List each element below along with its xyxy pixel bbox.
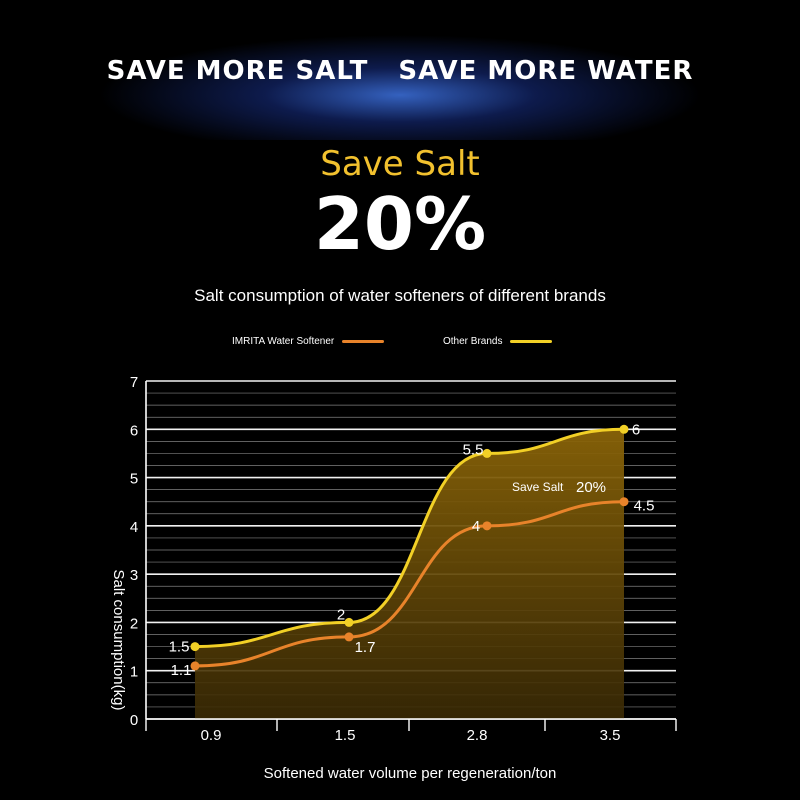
series-line-other-brands [194, 427, 625, 649]
data-point-imrita [482, 521, 492, 531]
x-tick-label: 3.5 [600, 727, 621, 744]
data-point-imrita [619, 497, 629, 507]
y-tick-label: 6 [130, 422, 138, 439]
x-axis-label: Softened water volume per regeneration/t… [264, 765, 557, 782]
data-point-imrita [190, 661, 200, 671]
save-salt-label: Save Salt [320, 144, 480, 184]
data-label-imrita: 1.7 [355, 639, 376, 656]
save-salt-percent: 20% [313, 182, 487, 266]
x-tick-label: 0.9 [201, 727, 222, 744]
y-tick-label: 2 [130, 615, 138, 632]
data-point-other-brands [344, 617, 354, 627]
area-fill [195, 429, 624, 719]
y-tick-label: 1 [130, 664, 138, 681]
headline-right: SAVE MORE WATER [398, 56, 694, 86]
series-line-imrita [194, 500, 625, 668]
y-axis-label: Salt consumption(kg) [110, 570, 127, 711]
y-tick-label: 4 [130, 519, 138, 536]
headline-left: SAVE MORE SALT [106, 56, 369, 86]
x-tick-label: 1.5 [335, 727, 356, 744]
data-point-other-brands [482, 448, 492, 458]
data-label-imrita: 4.5 [634, 498, 655, 515]
data-point-imrita [344, 632, 354, 642]
y-tick-label: 3 [130, 567, 138, 584]
annotation-save-salt-label: Save Salt [512, 480, 564, 494]
legend-swatch-other [510, 340, 553, 343]
chart-title: Salt consumption of water softeners of d… [194, 286, 606, 305]
header-glow [0, 0, 800, 140]
legend-swatch-imrita [342, 340, 385, 343]
data-label-other-brands: 6 [632, 421, 640, 438]
data-point-other-brands [190, 642, 200, 652]
legend-label-imrita: IMRITA Water Softener [232, 336, 335, 347]
x-tick-label: 2.8 [467, 727, 488, 744]
legend-item-imrita: IMRITA Water Softener [232, 336, 385, 347]
data-point-other-brands [619, 424, 629, 434]
y-tick-label: 7 [130, 374, 138, 391]
legend-label-other: Other Brands [443, 336, 503, 347]
data-label-other-brands: 5.5 [463, 441, 484, 458]
legend-item-other: Other Brands [443, 336, 553, 347]
y-tick-label: 5 [130, 471, 138, 488]
y-tick-label: 0 [130, 712, 138, 729]
data-label-other-brands: 2 [337, 606, 345, 623]
data-label-imrita: 4 [472, 518, 480, 535]
data-label-other-brands: 1.5 [169, 639, 190, 656]
salt-consumption-chart: 0 1 2 3 4 5 6 7 0.9 1.5 2.8 3.5 Softened water volum… [110, 374, 677, 782]
headline: SAVE MORE SALT SAVE MORE WATER [0, 56, 800, 86]
annotation-save-salt-value: 20% [576, 479, 606, 496]
data-label-imrita: 1.1 [171, 662, 192, 679]
